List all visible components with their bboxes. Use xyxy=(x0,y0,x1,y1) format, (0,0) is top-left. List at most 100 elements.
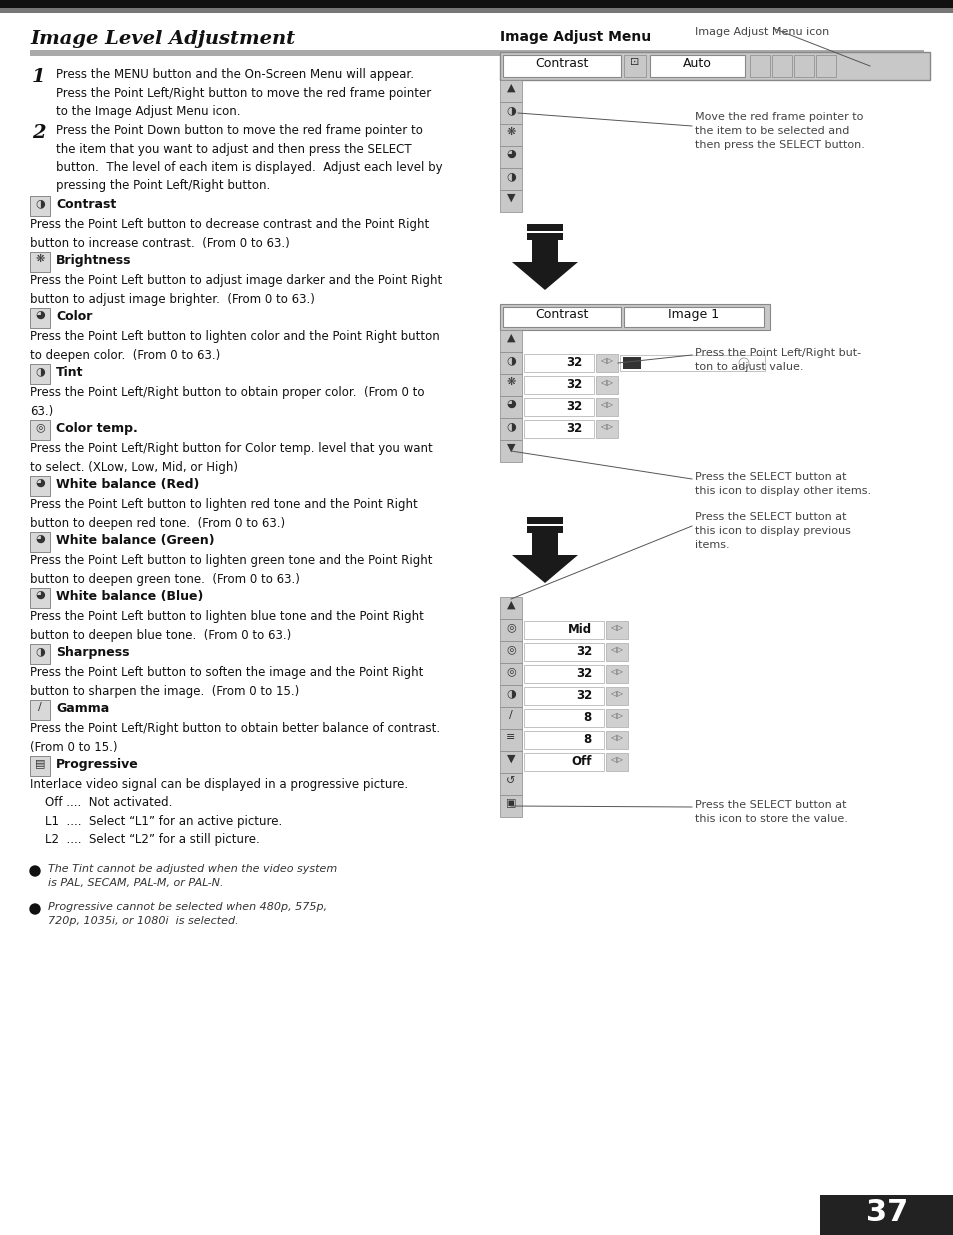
Bar xyxy=(523,354,594,372)
Text: Contrast: Contrast xyxy=(535,57,588,70)
Text: ◑: ◑ xyxy=(506,170,516,182)
Bar xyxy=(596,420,618,438)
Bar xyxy=(605,643,627,661)
Text: 32: 32 xyxy=(565,400,581,412)
Text: Contrast: Contrast xyxy=(56,198,116,211)
Text: Image Adjust Menu: Image Adjust Menu xyxy=(499,30,651,44)
Bar xyxy=(771,56,791,77)
Bar xyxy=(30,643,50,664)
Text: 32: 32 xyxy=(565,422,581,435)
Text: Press the MENU button and the On-Screen Menu will appear.
Press the Point Left/R: Press the MENU button and the On-Screen … xyxy=(56,68,431,119)
Text: Brightness: Brightness xyxy=(56,254,132,267)
Text: Color temp.: Color temp. xyxy=(56,422,137,435)
Text: ▼: ▼ xyxy=(506,755,515,764)
Text: ◕: ◕ xyxy=(35,478,45,488)
Text: 8: 8 xyxy=(583,711,592,724)
Bar xyxy=(499,352,521,374)
Text: ◑: ◑ xyxy=(35,198,45,207)
Text: ▲: ▲ xyxy=(506,600,515,610)
Bar xyxy=(793,56,813,77)
Text: ◎: ◎ xyxy=(506,643,516,655)
Bar xyxy=(30,756,50,776)
Text: ◁▷: ◁▷ xyxy=(610,622,623,632)
Text: ↺: ↺ xyxy=(506,776,516,785)
Bar xyxy=(499,374,521,396)
Text: Press the SELECT button at
this icon to display previous
items.: Press the SELECT button at this icon to … xyxy=(695,513,850,550)
Text: White balance (Green): White balance (Green) xyxy=(56,534,214,547)
Text: Press the Point Left/Right button for Color temp. level that you want
to select.: Press the Point Left/Right button for Co… xyxy=(30,442,433,473)
Bar xyxy=(499,751,521,773)
Text: 32: 32 xyxy=(565,378,581,391)
Text: Interlace video signal can be displayed in a progressive picture.
    Off ....  : Interlace video signal can be displayed … xyxy=(30,778,408,846)
Bar xyxy=(623,308,763,327)
Bar xyxy=(619,354,764,370)
Text: ▣: ▣ xyxy=(505,798,516,808)
Bar xyxy=(605,621,627,638)
Text: ◁▷: ◁▷ xyxy=(599,422,613,431)
Text: Gamma: Gamma xyxy=(56,701,110,715)
Bar xyxy=(499,124,521,146)
Bar xyxy=(605,687,627,705)
Bar xyxy=(523,420,594,438)
Text: ◁▷: ◁▷ xyxy=(599,356,613,366)
Bar xyxy=(523,398,594,416)
Text: Progressive: Progressive xyxy=(56,758,138,771)
Text: Auto: Auto xyxy=(681,57,711,70)
Text: ◁▷: ◁▷ xyxy=(610,667,623,676)
Bar xyxy=(749,56,769,77)
Text: 8: 8 xyxy=(583,734,592,746)
Bar xyxy=(596,398,618,416)
Text: Press the Point Left button to decrease contrast and the Point Right
button to i: Press the Point Left button to decrease … xyxy=(30,219,429,249)
Circle shape xyxy=(30,904,40,914)
Bar xyxy=(499,619,521,641)
Polygon shape xyxy=(512,240,578,290)
Text: ≡: ≡ xyxy=(506,732,516,742)
Bar xyxy=(499,146,521,168)
Bar xyxy=(30,588,50,608)
Text: Progressive cannot be selected when 480p, 575p,
720p, 1035i, or 1080i  is select: Progressive cannot be selected when 480p… xyxy=(48,902,327,926)
Text: Image 1: Image 1 xyxy=(668,308,719,321)
Text: ◕: ◕ xyxy=(35,590,45,600)
Text: 32: 32 xyxy=(565,356,581,369)
Text: ◕: ◕ xyxy=(35,534,45,543)
Text: Contrast: Contrast xyxy=(535,308,588,321)
Bar xyxy=(30,364,50,384)
Text: ◁▷: ◁▷ xyxy=(610,645,623,655)
Bar xyxy=(30,308,50,329)
Bar xyxy=(526,233,562,240)
Text: ◑: ◑ xyxy=(35,366,45,375)
Text: ◕: ◕ xyxy=(35,310,45,320)
Bar xyxy=(523,643,603,661)
Text: ◁▷: ◁▷ xyxy=(610,689,623,698)
Text: ◕: ◕ xyxy=(506,149,516,159)
Text: Move the red frame pointer to
the item to be selected and
then press the SELECT : Move the red frame pointer to the item t… xyxy=(695,112,864,149)
Bar xyxy=(499,417,521,440)
Circle shape xyxy=(739,358,748,368)
Text: White balance (Red): White balance (Red) xyxy=(56,478,199,492)
Bar xyxy=(499,795,521,818)
Text: ▼: ▼ xyxy=(506,193,515,203)
Bar xyxy=(499,52,929,80)
Text: ◎: ◎ xyxy=(35,422,45,432)
Bar xyxy=(605,664,627,683)
Text: Press the Point Left/Right button to obtain better balance of contrast.
(From 0 : Press the Point Left/Right button to obt… xyxy=(30,722,439,753)
Text: Press the Point Left/Right but-
ton to adjust value.: Press the Point Left/Right but- ton to a… xyxy=(695,348,861,372)
Bar xyxy=(526,517,562,524)
Bar xyxy=(623,56,645,77)
Bar xyxy=(499,773,521,795)
Text: Press the SELECT button at
this icon to store the value.: Press the SELECT button at this icon to … xyxy=(695,800,847,824)
Bar xyxy=(526,526,562,534)
Text: ◑: ◑ xyxy=(506,354,516,366)
Text: ❋: ❋ xyxy=(506,377,516,387)
Text: Press the Point Left button to soften the image and the Point Right
button to sh: Press the Point Left button to soften th… xyxy=(30,666,423,698)
Text: Color: Color xyxy=(56,310,92,324)
Bar xyxy=(499,103,521,124)
Bar xyxy=(605,709,627,727)
Text: ◎: ◎ xyxy=(506,666,516,676)
Text: Press the Point Left button to lighten color and the Point Right button
to deepe: Press the Point Left button to lighten c… xyxy=(30,330,439,362)
Text: Press the Point Left button to lighten red tone and the Point Right
button to de: Press the Point Left button to lighten r… xyxy=(30,498,417,530)
Text: ◁▷: ◁▷ xyxy=(610,755,623,764)
Text: Press the Point Left button to lighten blue tone and the Point Right
button to d: Press the Point Left button to lighten b… xyxy=(30,610,423,641)
Bar xyxy=(30,475,50,496)
Text: Press the Point Left button to adjust image darker and the Point Right
button to: Press the Point Left button to adjust im… xyxy=(30,274,442,305)
